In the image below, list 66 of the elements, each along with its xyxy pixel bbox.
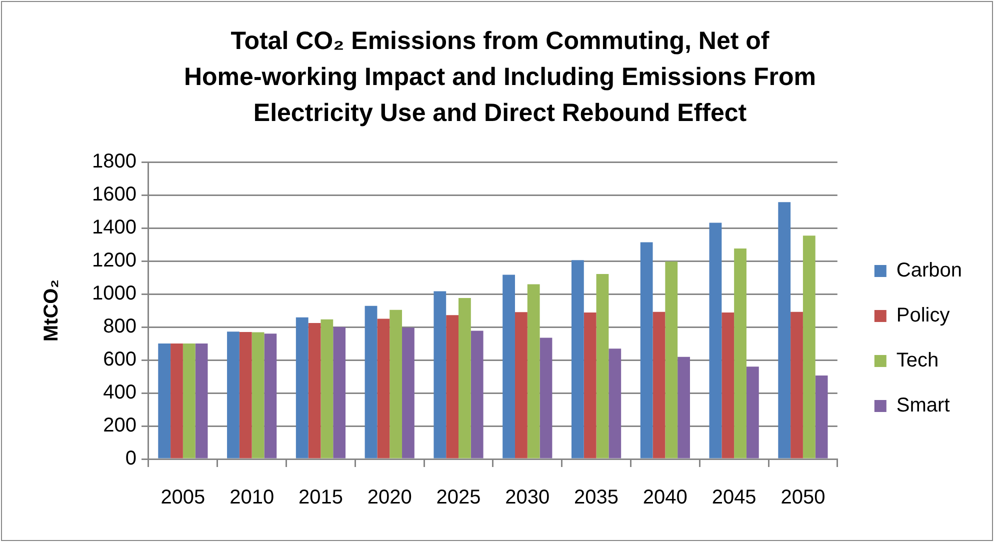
y-tick-label: 1800 xyxy=(92,150,136,173)
bar xyxy=(320,319,334,458)
x-tick-label: 2035 xyxy=(574,486,619,509)
bar xyxy=(640,242,653,458)
legend-label: Policy xyxy=(896,304,950,327)
bar xyxy=(678,356,690,458)
x-tick-label: 2005 xyxy=(160,486,206,509)
x-tick-label: 2015 xyxy=(298,486,343,509)
legend-label: Smart xyxy=(896,394,950,417)
bar xyxy=(608,348,622,458)
bar xyxy=(158,344,171,458)
bar xyxy=(527,284,540,458)
bar xyxy=(458,298,471,458)
x-tick-label: 2050 xyxy=(780,486,826,509)
bar xyxy=(778,202,791,458)
y-tick-label: 800 xyxy=(103,316,136,338)
bar xyxy=(195,344,208,458)
x-tick-label: 2025 xyxy=(436,486,481,509)
bar xyxy=(665,261,678,458)
bar xyxy=(514,312,528,458)
y-tick-label: 1000 xyxy=(92,282,136,305)
bar xyxy=(364,306,378,458)
bar xyxy=(584,312,596,458)
bar xyxy=(652,312,666,458)
bar xyxy=(540,338,552,458)
bar xyxy=(296,317,308,458)
bar xyxy=(802,236,816,458)
bar xyxy=(446,315,459,458)
y-tick-label: 0 xyxy=(125,448,136,470)
bar xyxy=(790,312,803,458)
y-axis-title: MtCO₂ xyxy=(40,279,63,342)
x-tick-label: 2010 xyxy=(230,486,274,509)
bar xyxy=(734,248,746,458)
bar xyxy=(746,366,759,458)
legend-label: Carbon xyxy=(896,260,962,282)
bar xyxy=(815,376,828,458)
bar xyxy=(596,274,609,458)
y-tick-label: 1200 xyxy=(92,250,136,272)
bar xyxy=(252,332,264,458)
y-tick-label: 200 xyxy=(103,414,136,437)
bar xyxy=(227,332,240,458)
bar xyxy=(390,310,402,458)
x-tick-label: 2020 xyxy=(367,486,412,509)
chart-title: Total CO₂ Emissions from Commuting, Net of Home-working Impact and Including Emissions From Electricity Use and Direct Rebound Effect xyxy=(184,26,816,127)
bar xyxy=(377,318,390,458)
bar xyxy=(170,344,183,458)
bar xyxy=(264,334,277,458)
bar xyxy=(709,222,722,458)
y-tick-label: 1400 xyxy=(92,216,136,239)
bar xyxy=(571,260,584,458)
bar xyxy=(722,312,734,458)
bar xyxy=(402,328,414,458)
x-tick-label: 2040 xyxy=(642,486,688,509)
legend-label: Tech xyxy=(896,350,939,372)
bar xyxy=(502,274,515,458)
y-tick-label: 1600 xyxy=(92,184,136,206)
bar xyxy=(308,323,321,458)
bar xyxy=(182,344,196,458)
x-tick-label: 2030 xyxy=(505,486,550,509)
bar xyxy=(470,330,484,458)
x-tick-label: 2045 xyxy=(712,486,756,509)
bar xyxy=(333,327,346,458)
bar xyxy=(434,291,446,458)
y-tick-label: 400 xyxy=(103,382,136,404)
y-tick-label: 600 xyxy=(103,348,136,371)
bar xyxy=(239,332,252,458)
